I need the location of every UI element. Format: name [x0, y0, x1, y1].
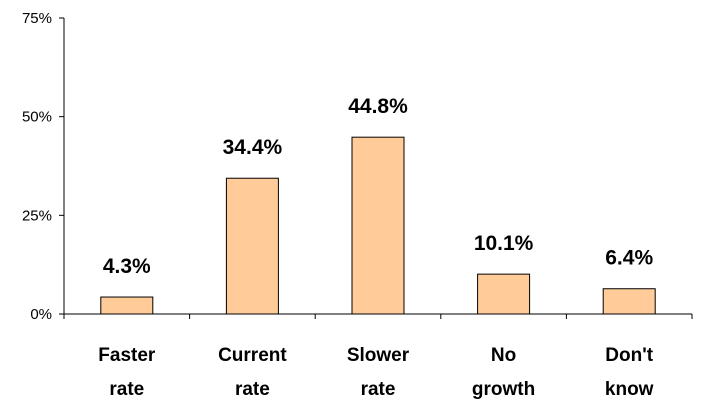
- data-label: 34.4%: [223, 136, 283, 159]
- data-label: 6.4%: [605, 247, 653, 270]
- category-label: growth: [472, 379, 535, 400]
- data-label: 44.8%: [348, 95, 408, 118]
- category-label: No: [491, 345, 516, 366]
- chart-labels: 4.3% Faster rate 34.4% Current rate 44.8% Slowe…: [98, 95, 653, 400]
- chart-bars: [100, 136, 656, 315]
- category-label: Don't: [605, 345, 653, 366]
- category-label: Faster: [98, 345, 156, 366]
- category-label: rate: [235, 379, 270, 400]
- category-label: rate: [109, 379, 144, 400]
- category-label: rate: [361, 379, 396, 400]
- bar: [602, 288, 656, 315]
- category-label: know: [605, 379, 654, 400]
- y-tick-label: 75%: [22, 10, 52, 27]
- y-tick-label: 25%: [22, 207, 52, 224]
- y-tick-label: 0%: [30, 306, 52, 323]
- bar: [100, 296, 154, 315]
- chart-axes: 0% 25% 50% 75%: [22, 10, 693, 323]
- data-label: 10.1%: [474, 232, 534, 255]
- bar: [225, 177, 279, 315]
- bar: [351, 136, 405, 315]
- data-label: 4.3%: [103, 255, 151, 278]
- bar: [477, 273, 531, 315]
- category-label: Slower: [347, 345, 410, 366]
- category-label: Current: [218, 345, 287, 366]
- y-tick-label: 50%: [22, 109, 52, 126]
